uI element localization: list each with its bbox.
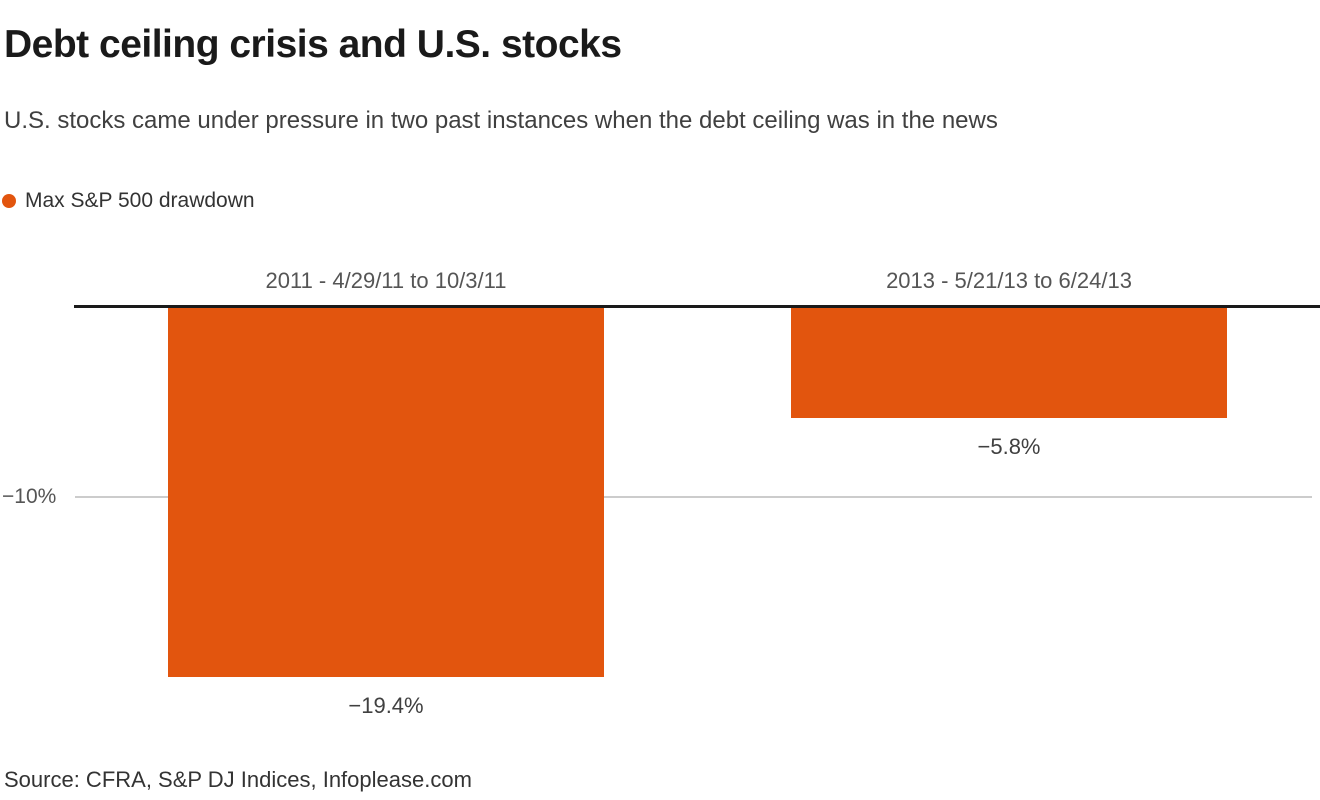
bar-2013 — [791, 308, 1227, 419]
value-label-2013: −5.8% — [977, 434, 1041, 460]
gridline-minus-10 — [75, 496, 1312, 498]
page-title: Debt ceiling crisis and U.S. stocks — [4, 23, 622, 66]
category-label-2013: 2013 - 5/21/13 to 6/24/13 — [886, 268, 1132, 293]
legend: Max S&P 500 drawdown — [2, 188, 255, 214]
source-note: Source: CFRA, S&P DJ Indices, Infoplease… — [4, 767, 472, 792]
page-subtitle: U.S. stocks came under pressure in two p… — [4, 107, 998, 134]
bar-2011 — [168, 308, 604, 677]
legend-dot-icon — [2, 194, 16, 208]
category-label-2011: 2011 - 4/29/11 to 10/3/11 — [265, 268, 507, 293]
x-axis-baseline — [74, 305, 1320, 308]
legend-label: Max S&P 500 drawdown — [25, 189, 255, 212]
y-axis-tick-label: −10% — [2, 485, 57, 508]
value-label-2011: −19.4% — [348, 692, 424, 718]
